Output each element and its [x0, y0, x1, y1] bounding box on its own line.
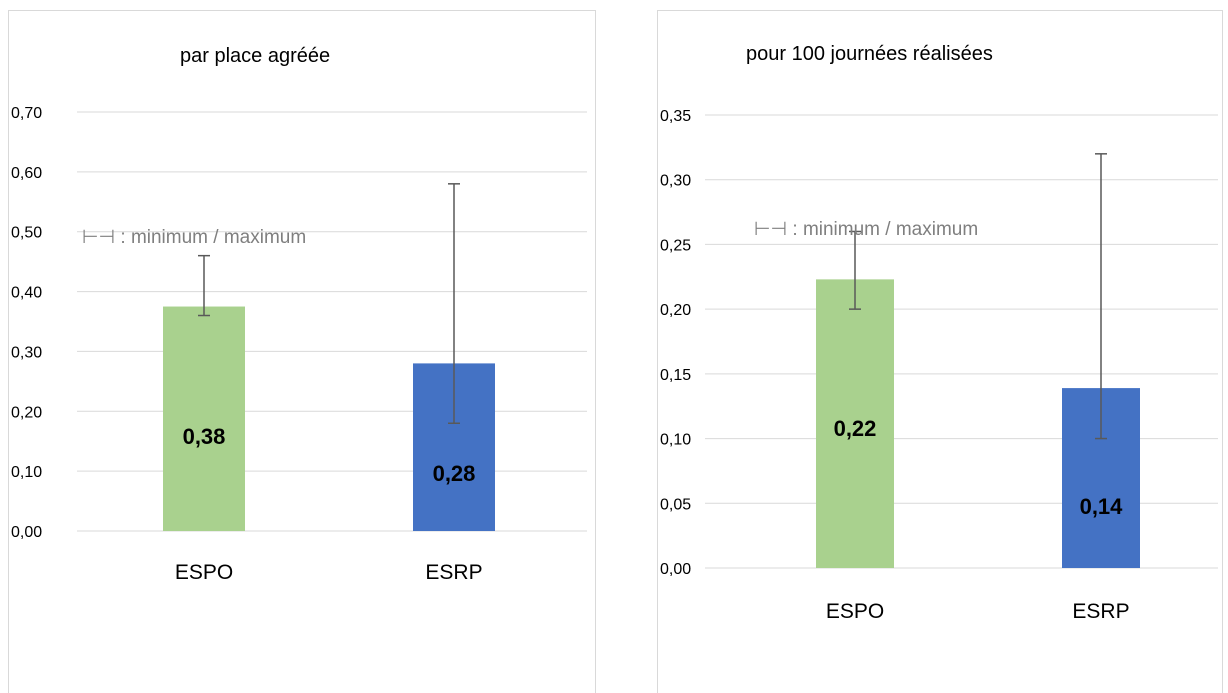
y-tick-label: 0,15: [660, 367, 691, 384]
y-tick-label: 0,60: [11, 165, 42, 182]
bar-espo: [816, 279, 894, 568]
y-tick-label: 0,05: [660, 496, 691, 513]
y-tick-label: 0,40: [11, 285, 42, 302]
y-tick-label: 0,70: [11, 105, 42, 122]
y-tick-label: 0,10: [11, 464, 42, 481]
data-label: 0,14: [1080, 494, 1124, 519]
chart-plot-area: 0,00 0,05 0,10 0,15 0,20 0,25 0,30 0,35 0,22 0,14…: [660, 108, 1218, 623]
y-tick-label: 0,00: [11, 524, 42, 541]
y-tick-label: 0,10: [660, 432, 691, 449]
chart-per-approved-place: 0,00 0,10 0,20 0,30 0,40 0,50 0,60 0,70 0,38 0,28…: [8, 10, 596, 693]
error-bar-legend-note: ⊢⊣ : minimum / maximum: [754, 219, 979, 240]
y-tick-label: 0,30: [11, 344, 42, 361]
x-category-label: ESRP: [425, 561, 482, 584]
y-tick-label: 0,25: [660, 237, 691, 254]
chart-per-100-days: 0,00 0,05 0,10 0,15 0,20 0,25 0,30 0,35 0,22 0,14…: [657, 10, 1223, 693]
y-tick-label: 0,20: [660, 302, 691, 319]
bar-espo: [163, 306, 245, 531]
y-tick-label: 0,35: [660, 108, 691, 125]
x-category-label: ESRP: [1072, 600, 1129, 623]
chart-title: pour 100 journées réalisées: [746, 43, 993, 65]
data-label: 0,28: [433, 461, 476, 486]
y-tick-label: 0,50: [11, 225, 42, 242]
y-tick-label: 0,30: [660, 173, 691, 190]
chart-title: par place agréée: [180, 45, 331, 67]
chart-plot-area: 0,00 0,10 0,20 0,30 0,40 0,50 0,60 0,70 0,38 0,28…: [11, 105, 587, 584]
y-tick-label: 0,20: [11, 404, 42, 421]
x-category-label: ESPO: [826, 600, 884, 623]
data-label: 0,22: [834, 416, 877, 441]
data-label: 0,38: [183, 424, 226, 449]
y-tick-label: 0,00: [660, 561, 691, 578]
x-category-label: ESPO: [175, 561, 233, 584]
error-bar-legend-note: ⊢⊣ : minimum / maximum: [82, 227, 307, 248]
